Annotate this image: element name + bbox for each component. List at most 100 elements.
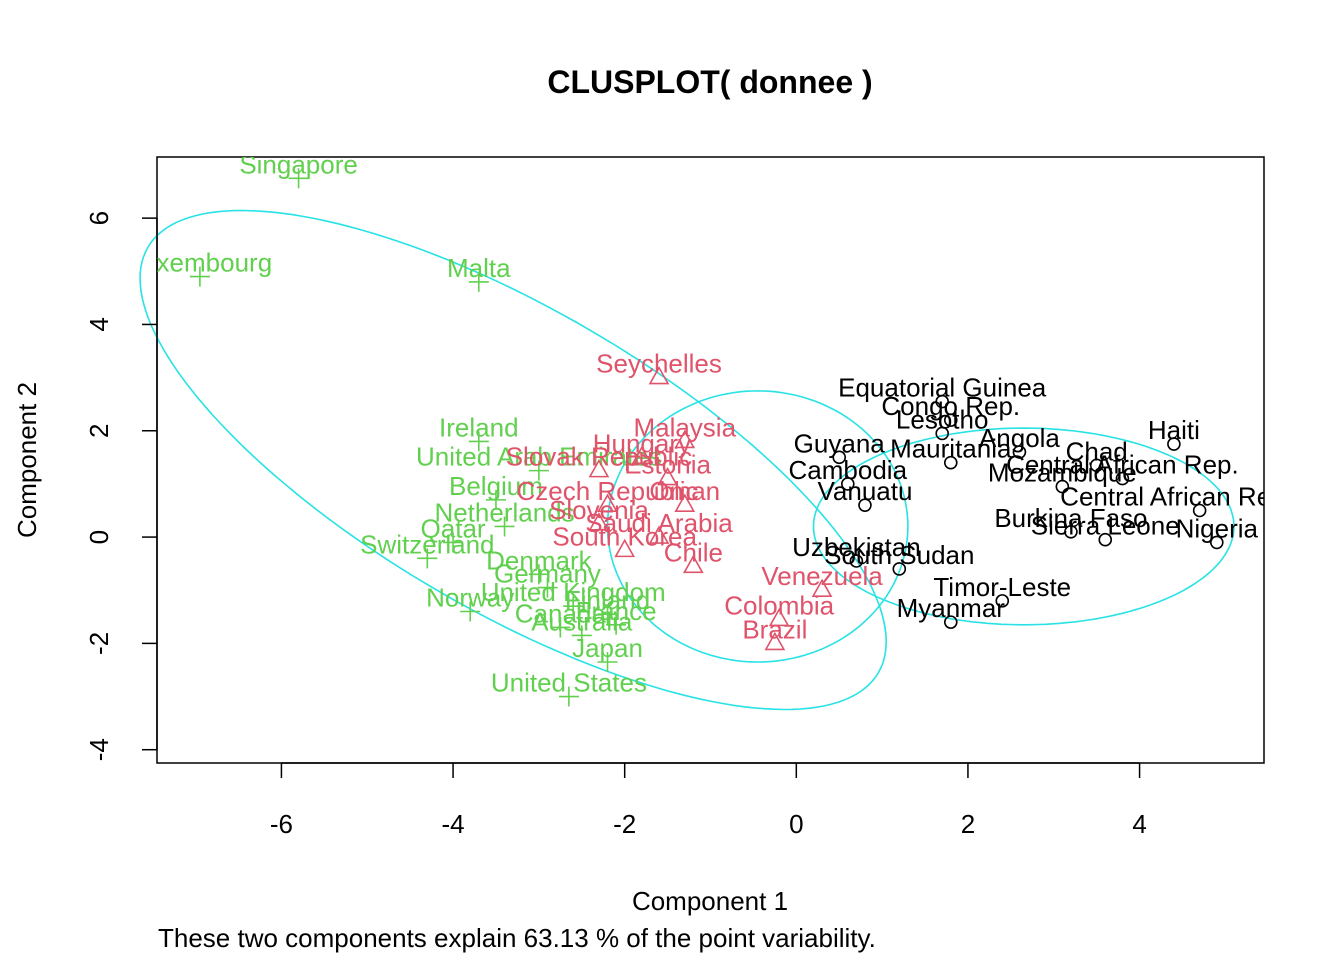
- y-tick-label: 0: [84, 530, 114, 544]
- point-label: Slovenia: [549, 495, 649, 525]
- point-label: Haiti: [1148, 415, 1200, 445]
- point-marker: [460, 601, 481, 622]
- cluster-ellipse-2: [606, 390, 909, 663]
- point-label: France: [576, 596, 657, 626]
- x-tick-label: 0: [789, 809, 803, 839]
- point-label: South Korea: [552, 521, 697, 551]
- x-tick-label: -2: [613, 809, 636, 839]
- y-tick-label: -2: [84, 632, 114, 655]
- y-tick-label: 6: [84, 211, 114, 225]
- point-label: United Kingdom: [481, 577, 666, 607]
- y-axis-label: Component 2: [12, 382, 42, 538]
- point-label: Equatorial Guinea: [838, 373, 1047, 403]
- point-marker: [443, 532, 464, 553]
- point-label: Denmark: [486, 545, 592, 575]
- point-marker: [892, 562, 907, 576]
- point-marker: [768, 607, 790, 627]
- point-marker: [841, 477, 855, 491]
- point-label: Venezuela: [761, 561, 883, 591]
- y-tick-label: -4: [84, 738, 114, 761]
- point-marker: [597, 652, 618, 672]
- axes: -6 -4 -2 0 2 4 -4 -2 0 2 4 6: [84, 211, 1147, 839]
- point-label: Qatar: [421, 513, 486, 543]
- point-label: Sierra Leone: [1031, 511, 1180, 541]
- point-marker: [597, 604, 618, 625]
- point-marker: [528, 460, 549, 481]
- point-label: Vanuatu: [817, 476, 912, 506]
- x-axis-label: Component 1: [632, 886, 788, 916]
- point-marker: [674, 493, 696, 512]
- cluster-ellipse-3: [139, 209, 888, 711]
- point-marker: [288, 168, 309, 189]
- point-marker: [537, 577, 558, 598]
- variability-note: These two components explain 63.13 % of …: [158, 923, 876, 953]
- point-label: Canada: [515, 598, 607, 628]
- point-label: Czech Republic: [516, 476, 698, 506]
- point-label: Central African Republic: [1060, 482, 1339, 512]
- point-label: Brazil: [742, 614, 807, 644]
- chart-title: CLUSPLOT( donnee ): [547, 64, 872, 100]
- point-marker: [485, 489, 506, 510]
- point-marker: [1192, 503, 1207, 518]
- point-marker: [657, 466, 678, 486]
- point-marker: [571, 625, 592, 646]
- point-label: Saudi Arabia: [585, 508, 733, 538]
- point-label: Oman: [649, 476, 720, 506]
- point-label: Seychelles: [596, 349, 722, 379]
- x-tick-label: -6: [270, 809, 293, 839]
- point-marker: [764, 631, 786, 651]
- point-marker: [468, 271, 489, 292]
- point-marker: [1098, 532, 1113, 547]
- point-marker: [606, 614, 627, 635]
- point-marker: [648, 365, 670, 385]
- point-label: Norway: [426, 583, 514, 613]
- point-label: Hungary: [593, 428, 691, 458]
- point-label: Timor-Leste: [933, 572, 1071, 602]
- point-marker: [558, 686, 579, 707]
- point-marker: [1089, 458, 1104, 473]
- point-marker: [597, 493, 618, 512]
- point-marker: [417, 548, 438, 569]
- point-marker: [832, 450, 847, 465]
- point-label: Congo Rep.: [881, 391, 1020, 421]
- x-tick-label: 4: [1132, 809, 1146, 839]
- point-label: Slovak Republic: [506, 442, 692, 472]
- point-label: Mauritania: [890, 434, 1012, 464]
- y-tick-label: 4: [84, 317, 114, 331]
- point-marker: [674, 429, 696, 449]
- point-label: Switzerland: [360, 529, 494, 559]
- point-label: Australia: [531, 606, 633, 636]
- point-marker: [943, 413, 958, 427]
- point-label: Finland: [565, 585, 650, 615]
- point-label: Netherlands: [434, 497, 574, 527]
- point-label: Estonia: [624, 450, 711, 480]
- point-marker: [468, 431, 489, 452]
- point-label: South Sudan: [824, 540, 974, 570]
- point-label: Nigeria: [1176, 513, 1259, 543]
- point-label: Uzbekistan: [792, 532, 921, 562]
- point-label: Germany: [494, 559, 601, 589]
- x-tick-label: -4: [441, 809, 464, 839]
- point-label: Angola: [979, 423, 1060, 453]
- point-marker: [550, 617, 571, 638]
- point-marker: [1055, 479, 1070, 494]
- point-label: Mozambique: [988, 458, 1137, 488]
- point-label: Luxembourg: [128, 248, 273, 278]
- point-marker: [935, 394, 949, 409]
- point-marker: [858, 498, 872, 512]
- point-marker: [935, 426, 949, 441]
- point-label: Chile: [664, 537, 723, 567]
- point-marker: [614, 538, 636, 558]
- point-marker: [588, 459, 610, 478]
- point-marker: [528, 564, 549, 585]
- point-marker: [943, 455, 958, 470]
- point-label: Lesotho: [896, 404, 989, 434]
- cluster-ellipse-1: [812, 427, 1235, 626]
- point-label: Malta: [447, 253, 511, 283]
- x-tick-label: 2: [961, 809, 975, 839]
- point-marker: [811, 578, 833, 598]
- point-marker: [494, 516, 515, 537]
- point-marker: [189, 266, 210, 287]
